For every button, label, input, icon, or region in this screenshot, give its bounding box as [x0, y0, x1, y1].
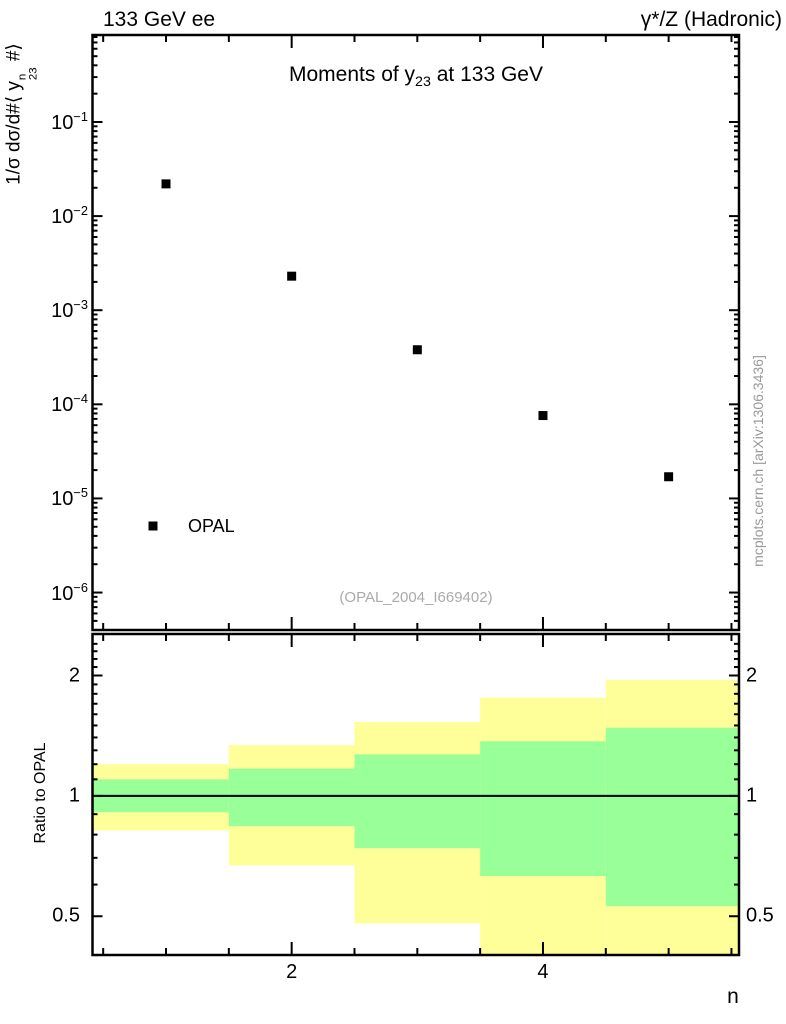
ratio-panel-frame [91, 632, 741, 957]
legend-label-opal: OPAL [188, 516, 235, 536]
data-point-n2 [287, 271, 297, 281]
data-point-n4 [538, 411, 548, 421]
plot-title: Moments of y23 at 133 GeV [93, 63, 739, 90]
y-axis-label-suffix: #⟩ [3, 43, 25, 67]
y-tick-label-1e-2: 10−2 [51, 203, 88, 228]
plot-title-subscript: 23 [415, 74, 431, 91]
y-tick-label-1e-6: 10−6 [51, 579, 88, 605]
ratio-y-tick-label-left-2: 2 [68, 664, 80, 686]
data-point-n5 [664, 472, 674, 482]
y-axis-label-sub: 23 [27, 67, 40, 81]
y-tick-label-1e-4: 10−4 [51, 391, 88, 417]
ratio-y-tick-label-left-0.5: 0.5 [52, 904, 80, 927]
ratio-y-tick-label-left-1: 1 [68, 784, 80, 807]
plot-title-suffix: at 133 GeV [430, 63, 543, 86]
data-point-n3 [412, 345, 422, 355]
green-band-bin-5 [605, 727, 739, 907]
ratio-y-tick-label-right-0.5: 0.5 [746, 904, 774, 927]
y-tick-label-1e-3: 10−3 [51, 297, 88, 323]
process-label: γ*/Z (Hadronic) [640, 8, 782, 31]
y-axis-label: 1/σ dσ/d#⟨ y n 23 #⟩ [3, 43, 40, 185]
analysis-id-watermark: (OPAL_2004_I669402) [339, 589, 493, 606]
x-tick-label-4: 4 [537, 961, 549, 983]
beam-energy-label: 133 GeV ee [103, 8, 216, 31]
plot-title-text: Moments of y [289, 63, 416, 86]
ratio-y-axis-label: Ratio to OPAL [32, 742, 49, 844]
y-tick-label-1e-1: 10−1 [51, 109, 88, 134]
x-axis-label: n [727, 985, 739, 1008]
legend-marker-square [148, 521, 158, 531]
main-panel-frame [91, 33, 741, 632]
x-tick-label-2: 2 [286, 961, 298, 983]
y-axis-label-prefix: 1/σ dσ/d#⟨ y [3, 81, 25, 185]
green-band-bin-2 [228, 768, 355, 827]
data-point-n1 [161, 179, 171, 189]
green-band-bin-4 [480, 741, 606, 877]
y-axis-label-exponent-stack: n 23 [17, 67, 40, 81]
green-band-bin-3 [354, 754, 481, 849]
ratio-y-tick-label-right-1: 1 [746, 784, 758, 807]
ratio-y-tick-label-right-2: 2 [746, 664, 758, 686]
mcplots-attribution-note: mcplots.cern.ch [arXiv:1306.3436] [750, 355, 766, 567]
y-tick-label-1e-5: 10−5 [51, 485, 88, 511]
